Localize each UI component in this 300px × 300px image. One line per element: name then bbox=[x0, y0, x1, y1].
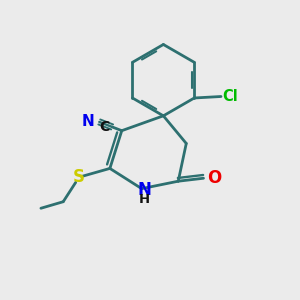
Text: H: H bbox=[139, 194, 150, 206]
Text: Cl: Cl bbox=[223, 89, 238, 104]
Text: N: N bbox=[137, 181, 151, 199]
Text: O: O bbox=[207, 169, 222, 187]
Text: S: S bbox=[73, 168, 85, 186]
Text: N: N bbox=[81, 114, 94, 129]
Text: C: C bbox=[100, 120, 110, 134]
